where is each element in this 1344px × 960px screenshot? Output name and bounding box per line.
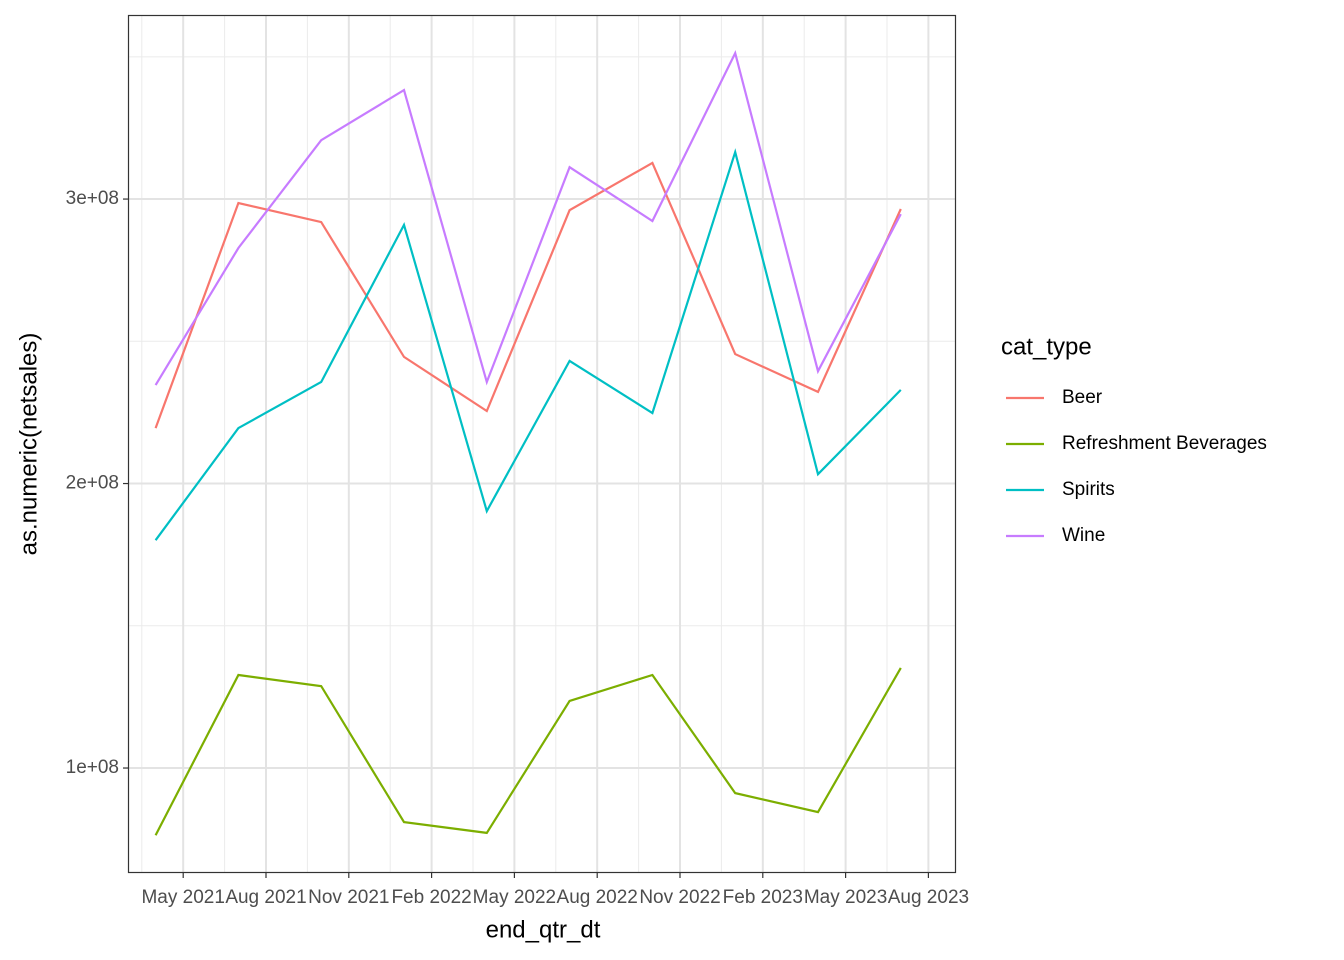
series-line <box>154 161 902 429</box>
legend-label: Refreshment Beverages <box>1062 433 1267 454</box>
plot-area <box>154 49 902 836</box>
legend-label: Wine <box>1062 525 1105 546</box>
series-line <box>154 667 902 836</box>
legend-title: cat_type <box>1001 333 1092 360</box>
x-tick-label: Aug 2023 <box>888 887 969 908</box>
x-tick-label: May 2022 <box>473 887 556 908</box>
y-axis-title: as.numeric(netsales) <box>15 333 42 556</box>
x-tick-label: Nov 2021 <box>308 887 389 908</box>
y-tick-label: 1e+08 <box>66 757 119 778</box>
y-tick-label: 2e+08 <box>66 473 119 494</box>
legend-label: Beer <box>1062 387 1103 408</box>
x-tick-label: May 2023 <box>804 887 887 908</box>
x-tick-label: May 2021 <box>141 887 224 908</box>
series-line <box>154 49 902 386</box>
legend: Beer Refreshment Beverages Spirits Wine <box>1006 387 1267 546</box>
x-tick-label: Aug 2021 <box>225 887 306 908</box>
series-line <box>154 148 902 541</box>
x-tick-label: Nov 2022 <box>639 887 720 908</box>
x-tick-label: Feb 2022 <box>391 887 471 908</box>
y-tick-label: 3e+08 <box>66 188 119 209</box>
panel-border <box>127 14 957 874</box>
x-axis-title: end_qtr_dt <box>486 916 601 943</box>
x-tick-label: Aug 2022 <box>557 887 638 908</box>
legend-label: Spirits <box>1062 479 1115 500</box>
x-tick-label: Feb 2023 <box>723 887 803 908</box>
